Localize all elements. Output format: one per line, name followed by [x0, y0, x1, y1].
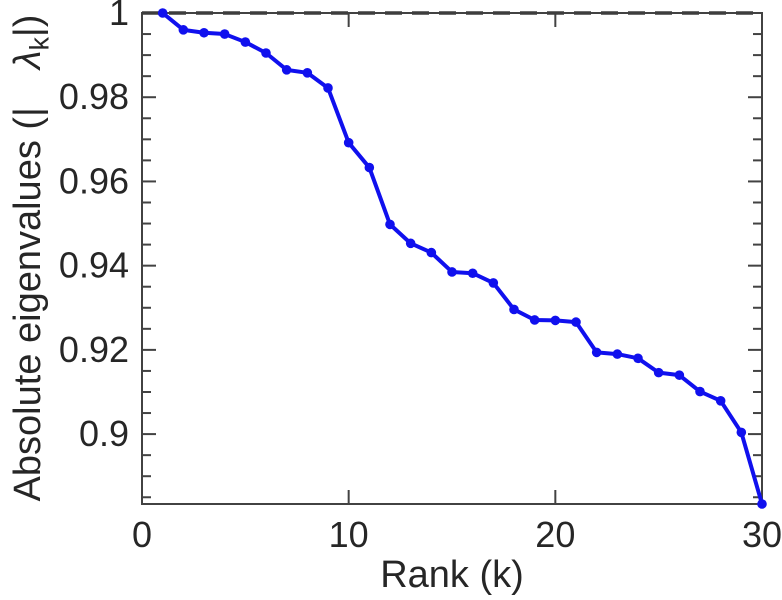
y-axis-label-prefix: Absolute eigenvalues (| — [7, 107, 49, 502]
data-point-marker — [447, 267, 457, 277]
data-point-marker — [488, 278, 499, 288]
x-tick-label: 20 — [535, 514, 575, 555]
data-point-marker — [405, 238, 416, 249]
data-point-marker — [281, 65, 292, 75]
data-point-marker — [261, 48, 271, 58]
data-point-marker — [426, 247, 437, 258]
data-point-marker — [529, 315, 540, 325]
data-point-marker — [571, 317, 581, 327]
eigenvalue-line — [160, 11, 764, 506]
data-point-marker — [385, 219, 395, 230]
data-point-marker — [343, 137, 354, 148]
x-tick-label: 0 — [132, 514, 152, 555]
data-point-marker — [653, 367, 664, 378]
axes-box — [141, 12, 763, 505]
x-axis-label: Rank (k) — [380, 554, 524, 596]
lambda-subscript: k — [24, 37, 55, 51]
data-point-marker — [591, 347, 602, 358]
y-tick-label: 0.92 — [59, 329, 129, 370]
y-axis-label: Absolute eigenvalues (| λk|) — [7, 14, 55, 502]
x-tick-label: 30 — [742, 514, 782, 555]
y-tick-label: 0.94 — [59, 245, 129, 286]
y-axis-label-suffix: |) — [7, 14, 49, 38]
data-point-marker — [736, 427, 747, 438]
data-point-marker — [219, 29, 230, 39]
data-point-marker — [757, 499, 767, 509]
y-tick-label: 0.98 — [59, 76, 129, 117]
y-tick-label: 1 — [109, 0, 129, 33]
data-point-marker — [550, 315, 561, 326]
data-point-marker — [240, 37, 251, 47]
data-point-marker — [674, 370, 685, 380]
data-point-marker — [199, 27, 209, 38]
data-point-marker — [633, 353, 643, 364]
data-point-marker — [178, 25, 189, 35]
data-point-marker — [302, 67, 313, 78]
data-point-marker — [157, 8, 168, 18]
y-tick-label: 0.96 — [59, 160, 129, 201]
data-point-marker — [509, 304, 519, 315]
x-tick-label: 10 — [329, 514, 369, 555]
lambda-symbol: λ — [7, 50, 49, 70]
data-point-marker — [467, 268, 478, 279]
data-point-marker — [323, 83, 333, 93]
data-point-marker — [612, 349, 623, 359]
data-point-marker — [715, 396, 726, 406]
data-point-marker — [695, 386, 705, 397]
y-tick-label: 0.9 — [79, 413, 129, 454]
data-point-marker — [364, 162, 375, 173]
